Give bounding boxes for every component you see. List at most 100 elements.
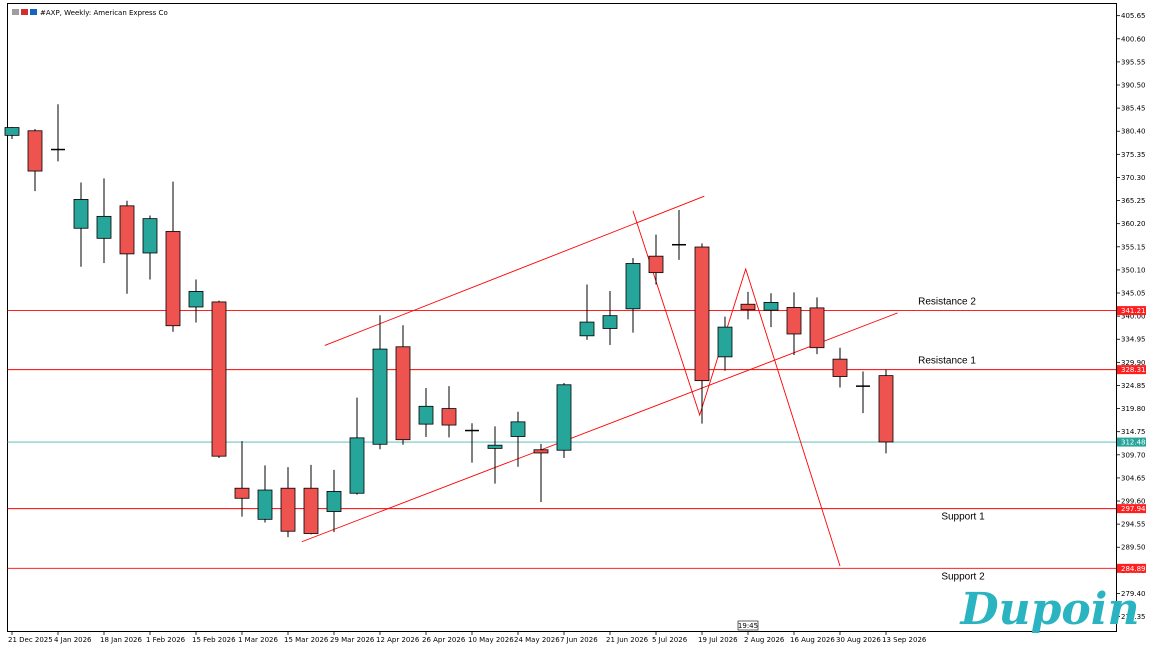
price-tag-label: 284.89	[1121, 565, 1146, 573]
y-tick-label: 319.80	[1121, 405, 1146, 413]
x-tick-label: 24 May 2026	[514, 636, 560, 644]
y-tick-label: 385.45	[1121, 105, 1146, 113]
candle-22	[510, 411, 526, 467]
candle-body	[280, 487, 296, 532]
level-label-0: Resistance 2	[918, 297, 976, 308]
price-tag-box	[1117, 504, 1146, 514]
time-badge: 19:45	[737, 620, 759, 631]
y-tick-label: 395.55	[1121, 58, 1146, 66]
x-tick-label: 29 Mar 2026	[330, 636, 375, 644]
y-tick-label: 355.15	[1121, 243, 1146, 251]
candle-24	[556, 382, 572, 459]
candle-27	[625, 258, 641, 333]
candle-body	[257, 489, 273, 520]
candle-body	[786, 307, 802, 335]
candle-36	[832, 347, 848, 388]
candle-29	[672, 209, 686, 260]
candle-23	[533, 443, 549, 502]
candle-body	[96, 215, 112, 239]
candle-8	[188, 279, 204, 323]
y-tick-label: 390.50	[1121, 82, 1146, 90]
candles	[4, 104, 894, 538]
x-tick-label: 12 Apr 2026	[376, 636, 420, 644]
candle-33	[763, 293, 779, 328]
candle-body	[648, 255, 664, 274]
candle-17	[395, 325, 411, 445]
candle-37	[856, 371, 870, 414]
candle-30	[694, 243, 710, 424]
time-badge-label: 19:45	[738, 622, 758, 630]
y-tick-label: 370.30	[1121, 174, 1146, 182]
level-lines: Resistance 2 Resistance 1 Support 1 Support…	[7, 297, 1116, 582]
price-tag-box	[1117, 306, 1146, 316]
chart-header: #AXP, Weekly: American Express Co	[12, 9, 168, 17]
candle-2	[51, 104, 65, 162]
candle-body	[418, 405, 434, 425]
candle-21	[487, 426, 503, 484]
y-tick-label: 365.25	[1121, 197, 1146, 205]
candle-body	[4, 127, 20, 136]
candle-body	[809, 307, 825, 349]
x-tick-label: 7 Jun 2026	[560, 636, 598, 644]
time-axis: 21 Dec 2025 4 Jan 2026 18 Jan 2026 1 Feb 20…	[8, 631, 927, 644]
candle-body	[73, 199, 89, 229]
x-tick-label: 10 May 2026	[468, 636, 514, 644]
candle-body	[441, 408, 457, 426]
time-badge-box	[737, 620, 759, 631]
y-tick-label: 324.85	[1121, 382, 1146, 390]
candle-body	[717, 326, 733, 358]
brand-logo-text: Dupoin	[959, 584, 1140, 635]
candle-1	[27, 128, 43, 192]
candle-body	[349, 437, 365, 494]
y-tick-label: 294.55	[1121, 521, 1146, 529]
candle-body	[533, 449, 549, 454]
candle-body	[763, 301, 779, 311]
y-tick-label: 405.65	[1121, 12, 1146, 20]
x-tick-label: 4 Jan 2026	[54, 636, 92, 644]
y-tick-label: 314.75	[1121, 428, 1146, 436]
y-tick-label: 400.60	[1121, 35, 1146, 43]
candle-body	[579, 321, 595, 337]
candle-0	[4, 127, 20, 140]
candle-9	[211, 300, 227, 459]
y-tick-label: 274.35	[1121, 613, 1146, 621]
level-label-1: Resistance 1	[918, 356, 976, 367]
candle-body	[694, 246, 710, 382]
x-tick-label: 1 Feb 2026	[146, 636, 186, 644]
flag-icon	[30, 9, 37, 15]
x-tick-label: 2 Aug 2026	[744, 636, 785, 644]
level-label-3: Support 2	[941, 571, 985, 582]
x-tick-label: 5 Jul 2026	[652, 636, 688, 644]
y-tick-label: 340.00	[1121, 313, 1146, 321]
channel-upper-line	[324, 195, 705, 346]
y-tick-label: 375.35	[1121, 151, 1146, 159]
candle-body	[303, 487, 319, 534]
window-icon	[12, 9, 19, 15]
x-tick-label: 15 Mar 2026	[284, 636, 329, 644]
candle-body	[740, 303, 756, 311]
candle-20	[465, 423, 479, 463]
channel-lower-line	[301, 312, 898, 543]
candle-3	[73, 182, 89, 267]
y-tick-label: 279.40	[1121, 590, 1146, 598]
candle-body	[395, 346, 411, 441]
brand-logo: Dupoin	[959, 584, 1140, 635]
candle-body	[326, 491, 342, 512]
candle-body	[142, 218, 158, 254]
candle-12	[280, 467, 296, 538]
candle-body	[878, 375, 894, 443]
y-tick-label: 289.50	[1121, 544, 1146, 552]
candle-6	[142, 215, 158, 280]
candle-14	[326, 469, 342, 533]
price-tag-box	[1117, 437, 1146, 447]
price-tag-label: 297.94	[1121, 505, 1146, 513]
level-label-2: Support 1	[941, 512, 985, 523]
candle-body	[27, 130, 43, 172]
candle-body	[119, 205, 135, 255]
candle-31	[717, 316, 733, 371]
candle-7	[165, 181, 181, 332]
x-tick-label: 16 Aug 2026	[790, 636, 835, 644]
candle-body	[188, 291, 204, 308]
candle-body	[234, 487, 250, 499]
